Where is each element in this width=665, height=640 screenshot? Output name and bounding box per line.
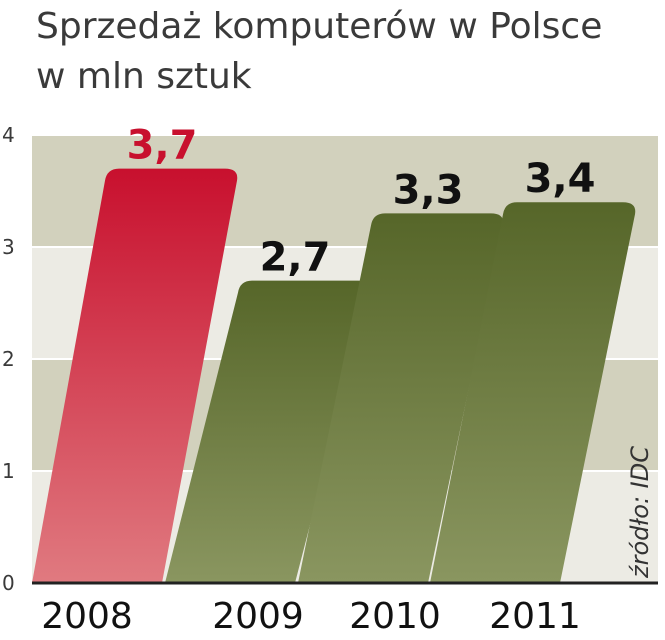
bar-2008 [32,168,238,583]
value-labels: 3,7 2,7 3,3 3,4 [127,123,596,281]
y-tick-1: 1 [2,459,15,483]
x-tick-2011: 2011 [489,596,581,637]
x-tick-2008: 2008 [41,596,133,637]
bar-2011 [430,202,636,583]
value-label-2010: 3,3 [393,167,464,213]
bars [32,168,636,583]
value-label-2008: 3,7 [127,123,198,169]
value-label-2011: 3,4 [525,156,596,202]
chart-title: Sprzedaż komputerów w Polsce [36,6,602,47]
y-axis-ticks: 0 1 2 3 4 [2,123,15,595]
bar-2009 [165,280,371,583]
y-tick-4: 4 [2,123,15,147]
y-tick-0: 0 [2,571,15,595]
x-tick-2010: 2010 [349,596,441,637]
x-tick-2009: 2009 [212,596,304,637]
bar-2010 [298,213,504,583]
chart-subtitle: w mln sztuk [36,56,252,97]
value-label-2009: 2,7 [260,235,331,281]
x-axis-ticks: 2008 2009 2010 2011 [41,596,581,637]
y-tick-3: 3 [2,235,15,259]
source-note: źródło: IDC [626,446,654,579]
y-tick-2: 2 [2,347,15,371]
